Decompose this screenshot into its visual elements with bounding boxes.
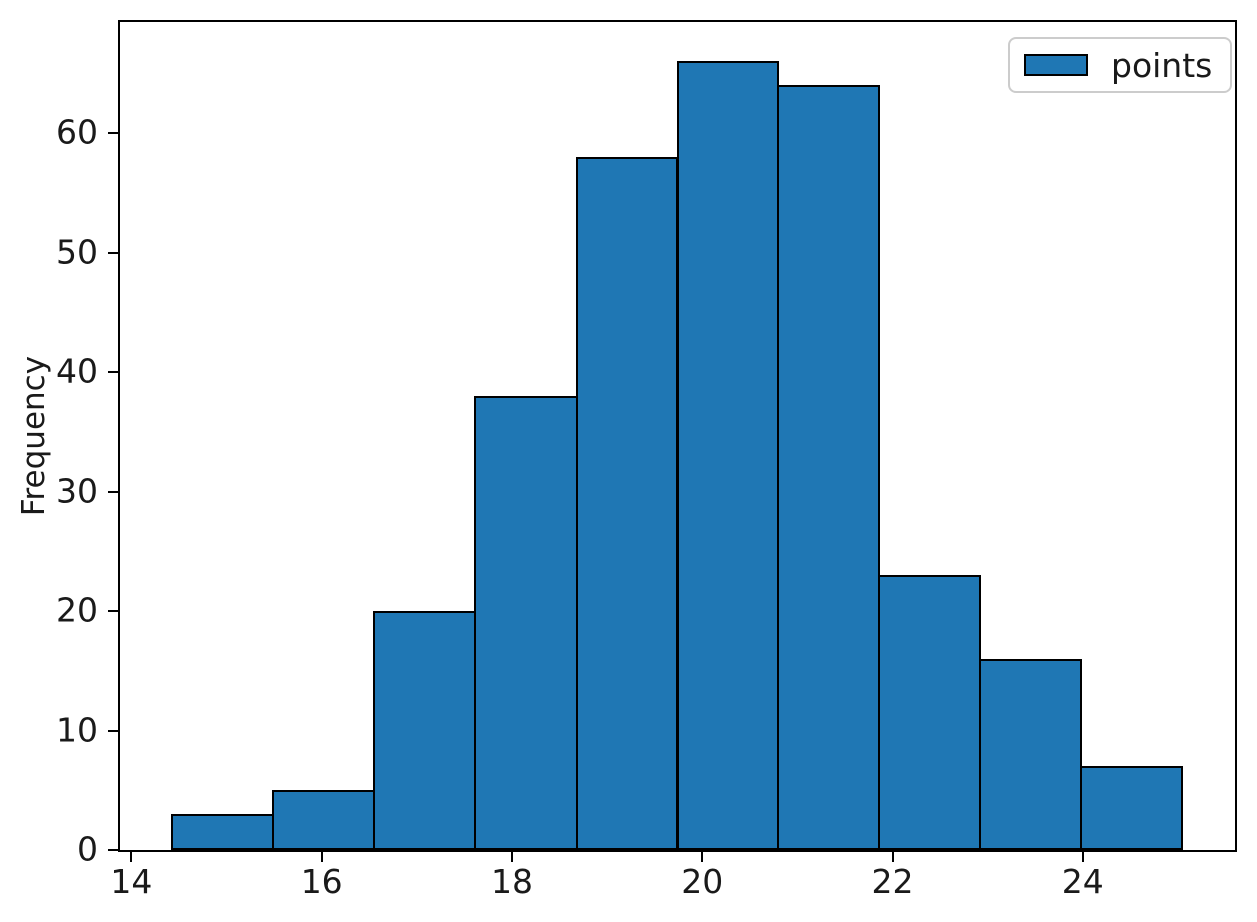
histogram-bar xyxy=(878,575,982,850)
y-tick-label: 60 xyxy=(56,112,98,152)
y-tick-mark xyxy=(108,849,118,851)
x-tick-mark xyxy=(510,852,513,862)
x-tick-label: 14 xyxy=(110,862,153,901)
y-tick-label: 20 xyxy=(56,590,98,630)
x-tick-label: 24 xyxy=(1061,862,1104,901)
y-tick-mark xyxy=(108,132,118,135)
histogram-bar xyxy=(473,395,578,850)
histogram-bar xyxy=(575,157,679,850)
x-tick-mark xyxy=(701,852,704,862)
y-tick-mark xyxy=(108,610,118,613)
y-axis: 0 10 20 30 40 50 60 xyxy=(0,22,118,869)
y-tick-mark xyxy=(108,729,118,732)
x-tick-label: 18 xyxy=(490,862,533,901)
x-tick-label: 20 xyxy=(681,862,724,901)
x-tick-label: 16 xyxy=(300,862,343,901)
legend-label: points xyxy=(1111,45,1213,85)
histogram-bar xyxy=(171,814,275,850)
y-tick-label: 0 xyxy=(77,829,98,869)
y-tick-label: 40 xyxy=(56,351,98,391)
x-tick-mark xyxy=(320,852,323,862)
histogram-bar xyxy=(1079,766,1183,850)
histogram-bar xyxy=(676,61,780,850)
y-tick-mark xyxy=(108,371,118,374)
x-tick-mark xyxy=(1081,852,1084,862)
legend: points xyxy=(1008,37,1232,93)
x-tick-mark xyxy=(130,852,133,862)
y-tick-label: 10 xyxy=(56,710,98,750)
x-axis: 14 16 18 20 22 24 xyxy=(110,850,1235,922)
plot-area: points xyxy=(118,20,1237,852)
histogram-bar xyxy=(979,658,1082,850)
y-tick-label: 30 xyxy=(56,471,98,511)
y-tick-mark xyxy=(108,490,118,493)
y-tick-mark xyxy=(108,251,118,254)
legend-swatch xyxy=(1024,54,1088,76)
x-tick-mark xyxy=(891,852,894,862)
histogram-bar xyxy=(272,790,375,850)
histogram-bar xyxy=(373,611,476,850)
histogram-bar xyxy=(777,85,881,850)
y-tick-label: 50 xyxy=(56,232,98,272)
x-tick-label: 22 xyxy=(871,862,914,901)
